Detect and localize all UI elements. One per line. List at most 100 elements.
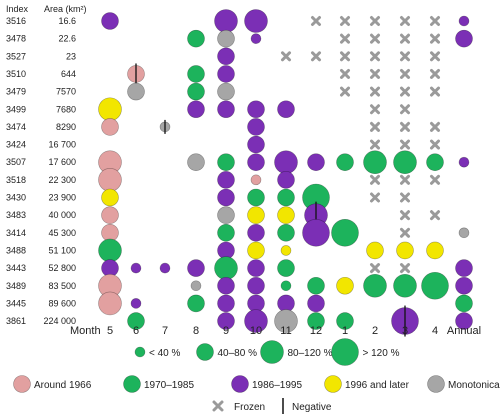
category-legend-bubble xyxy=(13,375,31,393)
bubble-1986-1995 xyxy=(217,312,235,330)
bubble-monotonical xyxy=(274,309,298,333)
bubble-1986-1995 xyxy=(247,276,265,295)
bubble-1970-1985 xyxy=(363,273,387,298)
size-legend-label: 80–120 % xyxy=(288,348,333,359)
month-tick-label: 10 xyxy=(250,325,262,337)
frozen-marker xyxy=(400,51,410,62)
bubble-1986-1995 xyxy=(130,298,142,309)
bubble-1970-1985 xyxy=(280,280,292,292)
bubble-1970-1985 xyxy=(336,312,354,330)
row-index-label: 3527 xyxy=(6,51,26,61)
bubble-1970-1985 xyxy=(187,82,205,101)
index-header: Index xyxy=(6,4,29,14)
frozen-marker xyxy=(400,210,410,221)
bubble-1986-1995 xyxy=(247,135,265,154)
category-legend-bubble xyxy=(324,375,342,393)
bubble-1986-1995 xyxy=(247,224,265,242)
bubble-1986-1995 xyxy=(247,118,265,136)
frozen-marker xyxy=(340,68,350,79)
bubble-1970-1985 xyxy=(187,65,205,83)
area-header: Area (km²) xyxy=(44,4,87,14)
bubble-1986-1995 xyxy=(101,12,119,30)
row-index-label: 3424 xyxy=(6,140,26,150)
bubble-1986-1995 xyxy=(244,9,268,33)
row-index-label: 3861 xyxy=(6,316,26,326)
row-area-label: 16.6 xyxy=(58,16,76,26)
row-area-label: 83 500 xyxy=(48,281,76,291)
row-index-label: 3474 xyxy=(6,122,26,132)
month-tick-label: 2 xyxy=(372,325,378,337)
bubble-1986-1995 xyxy=(217,294,235,313)
frozen-legend-marker xyxy=(212,400,224,412)
row-area-label: 16 700 xyxy=(48,140,76,150)
row-index-label: 3430 xyxy=(6,193,26,203)
row-index-label: 3510 xyxy=(6,69,26,79)
frozen-marker xyxy=(370,174,380,185)
frozen-marker xyxy=(370,121,380,132)
bubble-monotonical xyxy=(190,280,202,292)
row-index-label: 3516 xyxy=(6,16,26,26)
size-legend-bubble xyxy=(196,343,214,361)
row-area-label: 52 800 xyxy=(48,263,76,273)
bubble-1996-and-later xyxy=(98,97,122,122)
bubble-1996-and-later xyxy=(366,241,384,260)
bubble-1986-1995 xyxy=(455,259,473,277)
bubble-1986-1995 xyxy=(159,262,171,274)
bubble-1970-1985 xyxy=(426,153,444,171)
frozen-marker xyxy=(430,139,440,150)
frozen-marker xyxy=(340,86,350,97)
row-area-label: 17 600 xyxy=(48,157,76,167)
bubble-monotonical xyxy=(187,153,205,171)
bubble-1986-1995 xyxy=(217,100,235,119)
frozen-marker xyxy=(281,51,291,62)
frozen-marker xyxy=(370,68,380,79)
bubble-1970-1985 xyxy=(307,312,325,330)
frozen-marker xyxy=(370,139,380,150)
row-area-label: 644 xyxy=(61,69,76,79)
month-tick-label: Annual xyxy=(447,325,481,337)
bubble-1986-1995 xyxy=(217,47,235,66)
bubble-monotonical xyxy=(127,82,145,101)
category-legend-label: Around 1966 xyxy=(34,380,92,391)
frozen-marker xyxy=(400,263,410,274)
bubble-1970-1985 xyxy=(393,273,417,298)
bubble-1986-1995 xyxy=(250,33,262,44)
category-legend-label: 1986–1995 xyxy=(252,380,302,391)
bubble-1986-1995 xyxy=(247,259,265,277)
bubble-1986-1995 xyxy=(217,171,235,189)
bubble-1986-1995 xyxy=(187,259,205,277)
frozen-marker xyxy=(400,227,410,238)
month-axis-label: Month xyxy=(70,325,101,337)
month-tick-label: 11 xyxy=(280,325,291,337)
bubble-1970-1985 xyxy=(98,238,122,263)
frozen-marker xyxy=(370,192,380,203)
bubble-1986-1995 xyxy=(277,171,295,189)
bubble-1996-and-later xyxy=(277,206,295,224)
row-area-label: 23 xyxy=(66,51,76,61)
frozen-marker xyxy=(430,121,440,132)
bubble-1986-1995 xyxy=(187,100,205,119)
row-index-label: 3478 xyxy=(6,34,26,44)
frozen-marker xyxy=(370,104,380,115)
bubble-1970-1985 xyxy=(393,150,417,174)
bubble-1986-1995 xyxy=(217,65,235,83)
bubble-1970-1985 xyxy=(331,219,359,247)
row-area-label: 89 600 xyxy=(48,298,76,308)
frozen-legend-label: Frozen xyxy=(234,402,265,413)
frozen-marker xyxy=(430,68,440,79)
row-area-label: 7680 xyxy=(56,104,76,114)
bubble-around-1966 xyxy=(98,291,122,316)
bubble-1986-1995 xyxy=(307,294,325,313)
bubble-1986-1995 xyxy=(455,276,473,295)
frozen-marker xyxy=(370,263,380,274)
frozen-marker xyxy=(430,210,440,221)
category-legend-label: Monotonical xyxy=(448,380,500,391)
row-index-label: 3445 xyxy=(6,298,26,308)
frozen-marker xyxy=(400,33,410,44)
bubble-monotonical xyxy=(458,227,470,239)
bubble-1970-1985 xyxy=(187,294,205,313)
size-legend-bubble xyxy=(331,338,359,366)
month-tick-label: 1 xyxy=(342,325,348,337)
category-legend-bubble xyxy=(231,375,249,393)
bubble-1970-1985 xyxy=(217,224,235,242)
